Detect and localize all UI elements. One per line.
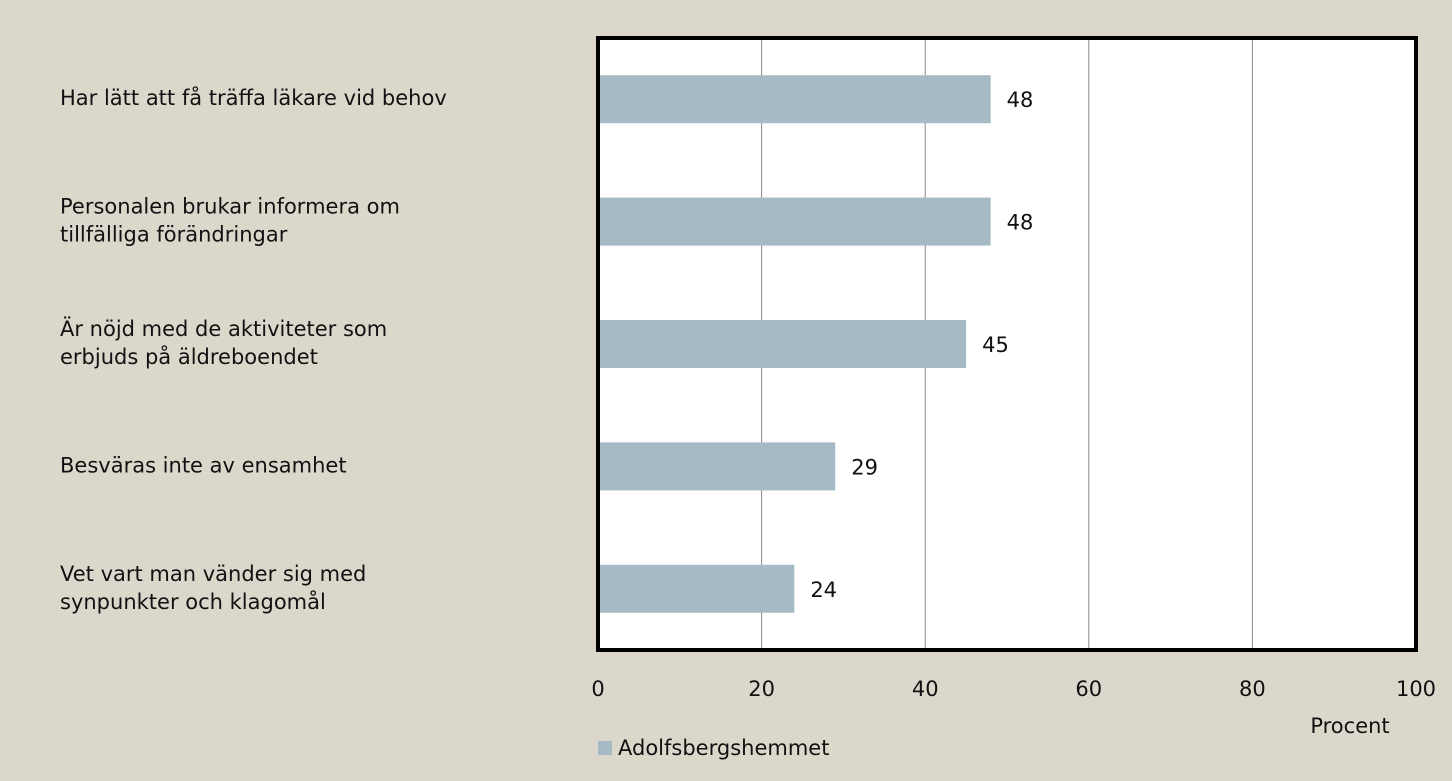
y-tick-label: Besväras inte av ensamhet	[60, 453, 347, 477]
y-tick-label: Personalen brukar informera om tillfällig…	[60, 195, 400, 247]
x-tick-label: 40	[912, 677, 939, 701]
legend-label: Adolfsbergshemmet	[618, 736, 829, 760]
bar	[598, 197, 991, 246]
value-label: 48	[1007, 211, 1034, 235]
y-tick-label: Är nöjd med de aktiviteter som erbjuds på…	[60, 316, 387, 369]
bar	[598, 564, 795, 613]
x-tick-label: 60	[1075, 677, 1102, 701]
y-tick-label: Vet vart man vänder sig med synpunkter oc…	[60, 562, 366, 614]
value-label: 48	[1007, 88, 1034, 112]
x-tick-label: 100	[1396, 677, 1436, 701]
plot-border	[596, 36, 1418, 652]
y-tick-label: Har lätt att få träffa läkare vid behov	[60, 85, 447, 110]
value-label: 24	[810, 578, 837, 602]
x-tick-label: 0	[591, 677, 604, 701]
x-tick-label: 20	[748, 677, 775, 701]
x-tick-label: 80	[1239, 677, 1266, 701]
bar	[598, 75, 991, 124]
value-label: 29	[851, 455, 878, 479]
x-axis-label: Procent	[1310, 714, 1389, 738]
value-label: 45	[982, 333, 1009, 357]
bar	[598, 320, 967, 368]
bar	[598, 442, 836, 491]
legend-swatch	[598, 741, 612, 755]
